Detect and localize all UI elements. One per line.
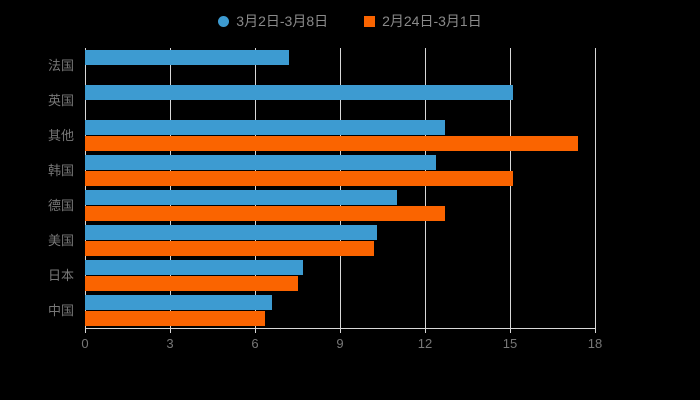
legend-label: 3月2日-3月8日 <box>236 13 329 29</box>
x-axis-tick-label: 12 <box>417 336 433 351</box>
gridline <box>255 48 256 328</box>
chart-legend: 3月2日-3月8日 2月24日-3月1日 <box>0 8 700 34</box>
x-axis-tick-label: 6 <box>251 336 259 351</box>
x-axis-tick-label: 15 <box>502 336 518 351</box>
y-axis-category-label: 中国 <box>47 302 74 318</box>
bar-series-a[interactable] <box>85 190 397 205</box>
gridline <box>340 48 341 328</box>
x-axis-tick <box>85 328 86 333</box>
bar-series-a[interactable] <box>85 155 437 170</box>
legend-label: 2月24日-3月1日 <box>382 13 482 29</box>
bar-series-b[interactable] <box>85 136 578 151</box>
bar-series-b[interactable] <box>85 276 298 291</box>
y-axis-labels: 法国英国其他韩国德国美国日本中国 <box>0 48 74 328</box>
plot-area <box>85 48 596 328</box>
x-axis-tick <box>340 328 341 333</box>
y-axis-line <box>85 48 86 328</box>
y-axis-category-label: 英国 <box>47 92 74 108</box>
x-axis-tick-label: 18 <box>587 336 603 351</box>
bar-series-a[interactable] <box>85 295 272 310</box>
y-axis-category-label: 德国 <box>47 197 74 213</box>
gridline <box>425 48 426 328</box>
circle-marker-icon <box>218 15 230 27</box>
gridline <box>510 48 511 328</box>
bar-series-b[interactable] <box>85 171 513 186</box>
x-axis-tick <box>510 328 511 333</box>
y-axis-category-label: 日本 <box>47 267 74 283</box>
bar-series-b[interactable] <box>85 206 445 221</box>
bar-series-a[interactable] <box>85 85 513 100</box>
legend-entry[interactable]: 3月2日-3月8日 <box>218 11 328 31</box>
x-axis-tick <box>170 328 171 333</box>
x-axis-tick-label: 9 <box>336 336 344 351</box>
gridline <box>595 48 596 328</box>
square-marker-icon <box>364 15 376 27</box>
bar-series-a[interactable] <box>85 260 304 275</box>
x-axis-tick-label: 3 <box>166 336 174 351</box>
bar-series-b[interactable] <box>85 241 374 256</box>
y-axis-category-label: 其他 <box>47 127 74 143</box>
bar-series-a[interactable] <box>85 225 377 240</box>
gridline <box>170 48 171 328</box>
bar-series-b[interactable] <box>85 311 265 326</box>
x-axis-tick <box>255 328 256 333</box>
x-axis-tick-label: 0 <box>81 336 89 351</box>
bar-series-a[interactable] <box>85 50 289 65</box>
y-axis-category-label: 美国 <box>47 232 74 248</box>
y-axis-category-label: 法国 <box>47 57 74 73</box>
y-axis-category-label: 韩国 <box>47 162 74 178</box>
legend-entry[interactable]: 2月24日-3月1日 <box>364 11 482 31</box>
x-axis-tick <box>425 328 426 333</box>
x-axis-tick <box>595 328 596 333</box>
bar-series-a[interactable] <box>85 120 445 135</box>
